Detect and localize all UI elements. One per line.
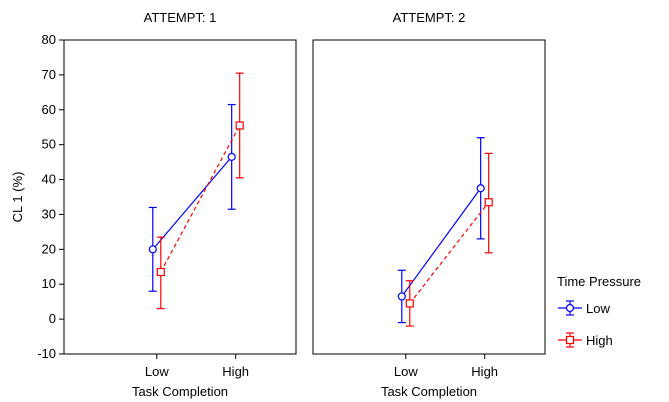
y-tick-label: 20: [42, 241, 56, 256]
panel-title: ATTEMPT: 2: [393, 10, 466, 25]
y-axis-label: CL 1 (%): [10, 172, 25, 223]
x-tick-label: High: [471, 364, 498, 379]
data-point-high: [405, 299, 414, 308]
legend-label: Low: [586, 301, 610, 316]
series-line-low: [401, 187, 482, 297]
x-axis-label: Task Completion: [132, 384, 228, 399]
panel-title: ATTEMPT: 1: [144, 10, 217, 25]
data-point-low: [397, 292, 406, 301]
data-point-low: [227, 152, 236, 161]
data-point-high: [156, 267, 165, 277]
panel-frame: [63, 39, 297, 355]
data-point-low: [148, 245, 157, 254]
legend-title: Time Pressure: [557, 274, 641, 289]
y-tick-label: 0: [49, 311, 56, 326]
y-tick-label: 60: [42, 102, 56, 117]
series-line-low: [152, 156, 233, 250]
x-tick-label: High: [222, 364, 249, 379]
legend-marker-high: [565, 335, 575, 345]
series-line-high: [409, 201, 490, 304]
data-point-high: [484, 198, 493, 207]
y-tick-label: 80: [42, 32, 56, 47]
x-axis-label: Task Completion: [381, 384, 477, 399]
legend-marker-low: [565, 303, 575, 313]
panel-frame: [312, 39, 546, 355]
series-line-high: [160, 125, 241, 273]
x-tick-label: Low: [145, 364, 169, 379]
data-point-high: [235, 121, 244, 130]
legend-label: High: [586, 333, 613, 348]
y-tick-label: -10: [37, 346, 56, 361]
y-tick-label: 40: [42, 172, 56, 187]
y-tick-label: 70: [42, 67, 56, 82]
y-tick-label: 10: [42, 276, 56, 291]
y-tick-label: 30: [42, 206, 56, 221]
data-point-low: [476, 184, 485, 193]
y-tick-label: 50: [42, 137, 56, 152]
x-tick-label: Low: [394, 364, 418, 379]
